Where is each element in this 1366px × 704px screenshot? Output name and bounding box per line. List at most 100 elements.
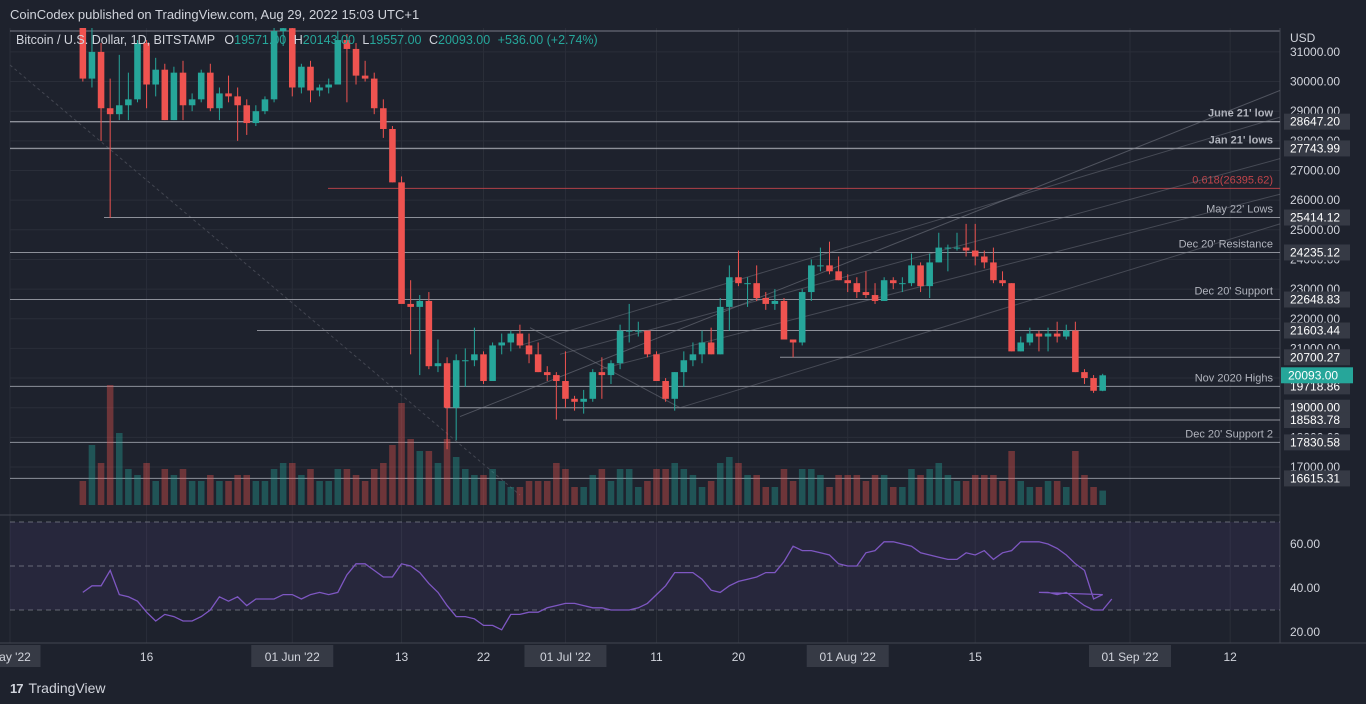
candle-body [917, 265, 924, 287]
volume-bar [115, 433, 123, 505]
candle-body [498, 342, 505, 346]
candle-body [780, 300, 788, 340]
volume-bar [398, 403, 405, 505]
candle-body [953, 247, 961, 249]
volume-bar [225, 481, 232, 505]
candle-body [115, 105, 123, 115]
volume-bar [370, 469, 378, 505]
candle-body [935, 247, 943, 263]
trend-channel [459, 89, 1281, 418]
candle-body [134, 43, 141, 100]
candle-body [270, 31, 278, 100]
published-text: CoinCodex published on TradingView.com, … [10, 7, 420, 22]
candle-body [243, 105, 251, 124]
tradingview-logo-icon: 17 [10, 680, 24, 696]
candle-body [798, 292, 806, 343]
volume-bar [789, 481, 797, 505]
candle-body [188, 99, 196, 106]
level-price-label: 22648.83 [1290, 293, 1340, 307]
volume-bar [216, 481, 223, 505]
candle-body [1062, 330, 1070, 337]
volume-bar [380, 463, 387, 505]
last-price-label: 20093.00 [1288, 368, 1338, 382]
volume-bar [899, 487, 906, 505]
level-price-tag [1284, 140, 1350, 157]
candle-body [726, 277, 733, 307]
time-axis: May '22 16 01 Jun '22 13 22 01 Jul '22 11 20 01 … [0, 642, 1366, 667]
volume-bar [389, 445, 396, 505]
candle-body [480, 354, 487, 382]
volume-bar [653, 469, 660, 505]
candle-body [325, 84, 332, 88]
candle-body [207, 72, 214, 109]
volume-bar [152, 481, 159, 505]
volume-bar [1008, 451, 1015, 505]
volume-bar [953, 481, 961, 505]
candle-body [1099, 375, 1106, 391]
time-tick-label: 20 [732, 650, 746, 664]
candle-body [216, 93, 223, 109]
level-price-label: 24235.12 [1290, 245, 1340, 259]
level-caption: Dec 20' Support 2 [1185, 428, 1273, 440]
volume-bar [908, 469, 915, 505]
volume-bar [981, 475, 988, 505]
level-price-tag [1284, 412, 1350, 429]
candle-body [889, 280, 897, 284]
level-price-label: 28647.20 [1290, 115, 1340, 129]
volume-bar [771, 487, 779, 505]
volume-bar [252, 481, 260, 505]
candle-body [880, 280, 888, 301]
volume-bar [935, 463, 943, 505]
symbol-title: Bitcoin / U.S. Dollar, 1D, BITSTAMP [16, 33, 215, 47]
candle-body [553, 375, 560, 382]
level-price-tag [1284, 434, 1350, 451]
tradingview-brand[interactable]: 17 TradingView [10, 680, 106, 696]
volume-bar [106, 385, 114, 505]
volume-bar [889, 487, 897, 505]
volume-bar [125, 469, 132, 505]
volume-bar [753, 475, 760, 505]
volume-bar [817, 475, 824, 505]
channel-line [559, 158, 1281, 355]
volume-bar [635, 487, 642, 505]
volume-bar [525, 481, 533, 505]
volume-bar [835, 475, 842, 505]
diagonal-trendline [9, 64, 521, 496]
price-tick-label: 30000.00 [1290, 75, 1340, 89]
candle-body [534, 354, 542, 373]
volume-bar [780, 469, 788, 505]
candle-body [744, 283, 751, 285]
volume-bar [316, 481, 323, 505]
candle-body [1008, 283, 1015, 352]
time-tick-label: May '22 [0, 650, 31, 664]
candle-body [225, 93, 232, 97]
close-value: 20093.00 [438, 33, 491, 47]
change-value: +536.00 (+2.74%) [497, 33, 598, 47]
high-label: H [293, 33, 303, 47]
volume-bar [707, 481, 715, 505]
candle-body [862, 292, 870, 296]
time-tick-label: 01 Sep '22 [1101, 650, 1158, 664]
rsi-series-line [82, 541, 1113, 631]
volume-bar [1053, 481, 1061, 505]
level-caption: Dec 20' Support [1194, 286, 1273, 298]
candle-body [343, 40, 351, 49]
time-tick-label: 01 Jun '22 [265, 650, 320, 664]
volume-bar [598, 469, 606, 505]
candle-body [971, 250, 979, 257]
candle-body [398, 182, 405, 304]
candle-body [516, 333, 524, 346]
candle-body [471, 354, 478, 361]
candle-body [680, 360, 688, 373]
volume-bar [1081, 475, 1088, 505]
volume-bar [407, 439, 414, 505]
volume-bar [134, 475, 141, 505]
volume-bar [999, 481, 1006, 505]
candle-body [152, 69, 159, 85]
candle-body [580, 398, 587, 402]
volume-bar [726, 457, 733, 505]
volume-bar [288, 463, 296, 505]
volume-bar [571, 487, 578, 505]
volume-bar [798, 469, 806, 505]
candle-body [944, 247, 952, 249]
